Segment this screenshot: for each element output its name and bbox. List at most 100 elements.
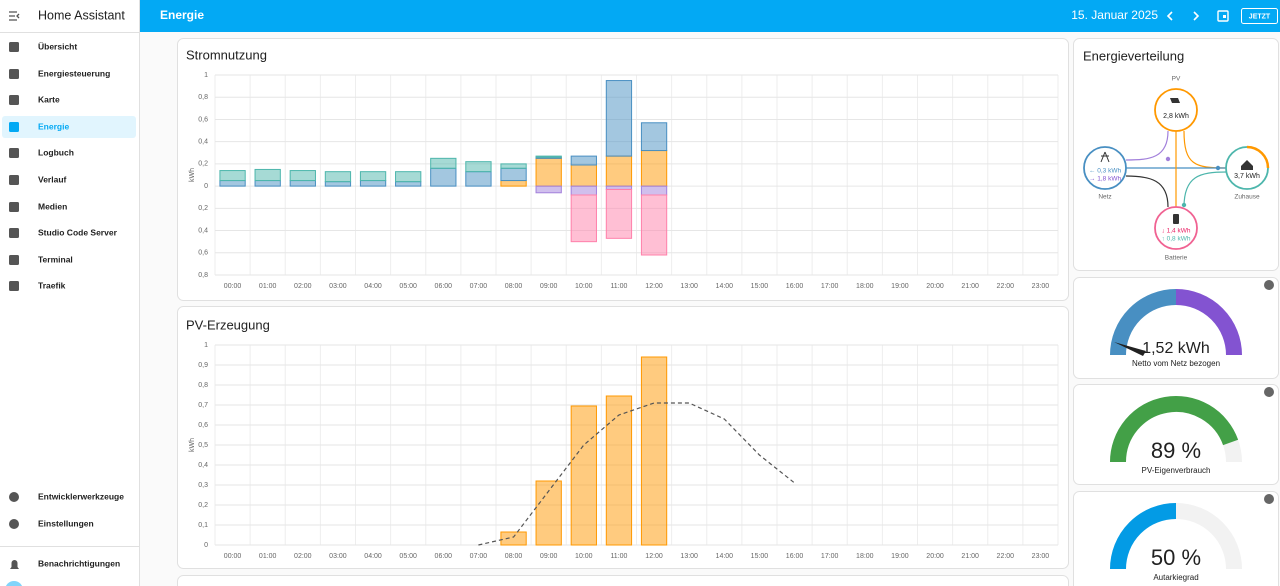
nav-item[interactable]: Einstellungen <box>38 518 94 528</box>
x-tick-label: 05:00 <box>399 553 417 560</box>
y-axis-label: kWh <box>189 438 196 452</box>
home-icon <box>1241 160 1253 170</box>
x-tick-label: 14:00 <box>716 553 734 560</box>
bar <box>605 80 633 157</box>
y-tick-label: 0,4 <box>198 462 208 469</box>
bar <box>640 194 668 256</box>
battery-icon <box>1173 214 1179 224</box>
node-value: 3,7 kWh <box>1234 173 1260 180</box>
card-title: Stromnutzung <box>186 47 267 62</box>
nav-item[interactable]: Energie <box>38 121 69 131</box>
x-tick-label: 20:00 <box>926 553 944 560</box>
bar <box>219 180 246 187</box>
bar <box>640 185 668 196</box>
gauge-value: 1,52 kWh <box>1142 340 1210 357</box>
bar <box>605 395 633 546</box>
y-tick-label: 0,2 <box>198 161 208 168</box>
bar <box>570 164 597 187</box>
bar <box>535 185 562 194</box>
gauge-arc <box>1175 289 1242 356</box>
calendar-icon[interactable] <box>1217 10 1229 22</box>
nav-item[interactable]: Entwicklerwerkzeuge <box>38 491 124 501</box>
x-tick-label: 14:00 <box>716 283 734 290</box>
x-tick-label: 18:00 <box>856 553 874 560</box>
bar <box>640 356 668 546</box>
card-title: PV-Erzeugung <box>186 317 270 332</box>
bar <box>395 181 422 187</box>
bar <box>289 170 316 182</box>
x-tick-label: 12:00 <box>645 553 663 560</box>
gauge-value: 89 % <box>1151 438 1201 463</box>
x-tick-label: 07:00 <box>470 283 488 290</box>
nav-icon <box>9 122 19 132</box>
bar <box>535 157 562 187</box>
y-tick-label: 0 <box>204 542 208 549</box>
nav-item[interactable]: Terminal <box>38 254 73 264</box>
info-icon[interactable] <box>1264 280 1274 290</box>
nav-item[interactable]: Logbuch <box>38 147 74 157</box>
flow-line <box>1125 175 1169 208</box>
node-value: ← 0,3 kWh <box>1089 168 1122 175</box>
nav-item[interactable]: Studio Code Server <box>38 227 118 237</box>
gauge-value: 50 % <box>1151 545 1201 570</box>
flow-line <box>1183 171 1227 208</box>
bar <box>430 167 457 187</box>
nav-item[interactable]: Energiesteuerung <box>38 68 110 78</box>
nav-icon <box>9 175 19 185</box>
forecast-line <box>478 402 795 546</box>
nav-item[interactable]: Traefik <box>38 280 66 290</box>
now-label[interactable]: JETZT <box>1249 13 1271 20</box>
now-button[interactable] <box>1241 8 1278 24</box>
bar <box>535 155 562 158</box>
x-tick-label: 10:00 <box>575 283 593 290</box>
x-tick-label: 22:00 <box>997 283 1015 290</box>
info-icon[interactable] <box>1264 494 1274 504</box>
nav-icon <box>9 519 19 529</box>
info-icon[interactable] <box>1264 387 1274 397</box>
bar <box>500 531 527 546</box>
y-tick-label: 0,6 <box>198 250 208 257</box>
notifications[interactable]: Benachrichtigungen <box>38 558 120 568</box>
flow-dot <box>1215 165 1221 171</box>
gauge-name: PV-Eigenverbrauch <box>1142 466 1211 475</box>
y-tick-label: 0,8 <box>198 382 208 389</box>
x-tick-label: 18:00 <box>856 283 874 290</box>
bar <box>570 185 597 196</box>
x-tick-label: 13:00 <box>680 553 698 560</box>
date[interactable]: 15. Januar 2025 <box>1071 8 1158 22</box>
x-tick-label: 22:00 <box>997 553 1015 560</box>
bar <box>324 181 352 187</box>
bar <box>359 180 387 187</box>
nav-item[interactable]: Karte <box>38 94 60 104</box>
x-tick-label: 06:00 <box>435 553 453 560</box>
flow-dot <box>1181 202 1187 208</box>
x-tick-label: 02:00 <box>294 553 312 560</box>
x-tick-label: 03:00 <box>329 283 347 290</box>
bar <box>605 155 633 187</box>
x-tick-label: 02:00 <box>294 283 312 290</box>
x-tick-label: 01:00 <box>259 553 277 560</box>
page-title: Energie <box>160 8 204 22</box>
x-tick-label: 17:00 <box>821 553 839 560</box>
x-tick-label: 05:00 <box>399 283 417 290</box>
y-tick-label: 0,1 <box>198 522 208 529</box>
y-tick-label: 0,6 <box>198 422 208 429</box>
date-nav[interactable] <box>1166 11 1200 21</box>
bar <box>500 167 527 182</box>
gauge-arc <box>1110 503 1177 570</box>
y-tick-label: 0,2 <box>198 502 208 509</box>
bar <box>500 163 527 169</box>
nav-item[interactable]: Verlauf <box>38 174 67 184</box>
nav-item[interactable]: Übersicht <box>38 41 77 51</box>
node-value: → 1,8 kWh <box>1089 176 1122 183</box>
menu-icon[interactable] <box>9 11 20 21</box>
bar <box>570 194 597 243</box>
grid-icon <box>1100 151 1110 163</box>
node-label: Batterie <box>1165 255 1188 262</box>
x-tick-label: 21:00 <box>961 553 979 560</box>
x-tick-label: 00:00 <box>224 283 242 290</box>
bar <box>465 171 492 187</box>
flow-line <box>1125 130 1169 161</box>
nav-item[interactable]: Medien <box>38 201 67 211</box>
